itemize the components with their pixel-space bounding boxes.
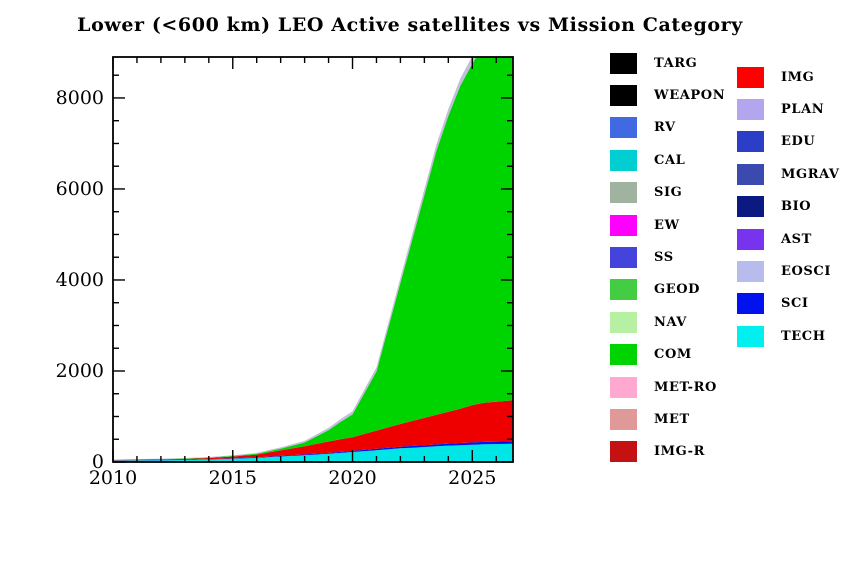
legend-swatch-icon [737,325,764,347]
y-tick-label: 0 [92,451,104,473]
legend-label: TECH [781,328,826,344]
legend-item-TECH: TECH [737,320,857,352]
legend-label: PLAN [781,102,825,118]
legend-item-EDU: EDU [737,126,857,158]
x-tick-label: 2020 [328,467,376,489]
legend-label: MET-RO [654,379,717,395]
y-tick-label: 8000 [56,87,104,109]
plot-frame [112,56,514,463]
legend-swatch-icon [737,163,764,185]
legend-item-NAV: NAV [610,306,737,338]
area-SCI [113,441,513,461]
area-TECH [113,443,513,462]
legend: TARG WEAPON RV CAL SIG EW SS GEOD NAV COM MET-RO ME… [610,47,857,468]
legend-item-TARG: TARG [610,47,737,79]
legend-swatch-icon [610,247,637,269]
x-tick-label: 2010 [89,467,137,489]
legend-swatch-icon [737,131,764,153]
legend-swatch-icon [610,311,637,333]
legend-item-COM: COM [610,339,737,371]
legend-swatch-icon [610,279,637,301]
legend-item-MET-RO: MET-RO [610,371,737,403]
legend-item-CAL: CAL [610,144,737,176]
legend-swatch-icon [610,344,637,366]
legend-label: MET [654,411,690,427]
legend-label: NAV [654,314,687,330]
legend-label: BIO [781,199,812,215]
legend-label: EDU [781,134,816,150]
legend-swatch-icon [610,441,637,463]
legend-item-GEOD: GEOD [610,274,737,306]
legend-label: COM [654,347,692,363]
legend-label: SCI [781,296,809,312]
legend-label: TARG [654,55,698,71]
legend-label: IMG-R [654,444,706,460]
x-tick-label: 2025 [448,467,496,489]
legend-label: EW [654,217,680,233]
legend-item-WEAPON: WEAPON [610,79,737,111]
y-tick-label: 6000 [56,178,104,200]
legend-swatch-icon [737,293,764,315]
legend-swatch-icon [610,376,637,398]
legend-swatch-icon [610,149,637,171]
legend-item-SCI: SCI [737,288,857,320]
legend-label: CAL [654,152,686,168]
legend-item-MGRAV: MGRAV [737,158,857,190]
legend-column-1: TARG WEAPON RV CAL SIG EW SS GEOD NAV COM MET-RO ME… [610,47,737,468]
legend-item-RV: RV [610,112,737,144]
legend-label: IMG [781,69,815,85]
legend-swatch-icon [737,261,764,283]
y-tick-label: 2000 [56,360,104,382]
legend-item-SIG: SIG [610,177,737,209]
area-COM [113,57,513,460]
legend-swatch-icon [737,66,764,88]
legend-label: SS [654,250,674,266]
legend-swatch-icon [737,196,764,218]
legend-swatch-icon [610,214,637,236]
legend-item-IMG: IMG [737,61,857,93]
legend-label: SIG [654,185,683,201]
y-tick-label: 4000 [56,269,104,291]
legend-label: EOSCI [781,264,832,280]
legend-label: WEAPON [654,88,726,104]
legend-swatch-icon [610,182,637,204]
legend-swatch-icon [610,408,637,430]
legend-item-PLAN: PLAN [737,93,857,125]
legend-item-IMG-R: IMG-R [610,436,737,468]
chart-title: Lower (<600 km) LEO Active satellites vs… [77,14,743,36]
legend-swatch-icon [610,85,637,107]
legend-label: GEOD [654,282,701,298]
legend-item-EOSCI: EOSCI [737,255,857,287]
legend-label: MGRAV [781,166,840,182]
legend-column-2: IMG PLAN EDU MGRAV BIO AST EOSCI SCI TECH [737,61,857,468]
legend-label: RV [654,120,676,136]
legend-swatch-icon [737,99,764,121]
legend-swatch-icon [610,52,637,74]
x-tick-label: 2015 [209,467,257,489]
legend-item-MET: MET [610,403,737,435]
legend-label: AST [781,231,812,247]
legend-swatch-icon [737,228,764,250]
legend-item-EW: EW [610,209,737,241]
area-IMG [113,400,513,461]
legend-item-AST: AST [737,223,857,255]
legend-swatch-icon [610,117,637,139]
legend-item-SS: SS [610,241,737,273]
legend-item-BIO: BIO [737,191,857,223]
